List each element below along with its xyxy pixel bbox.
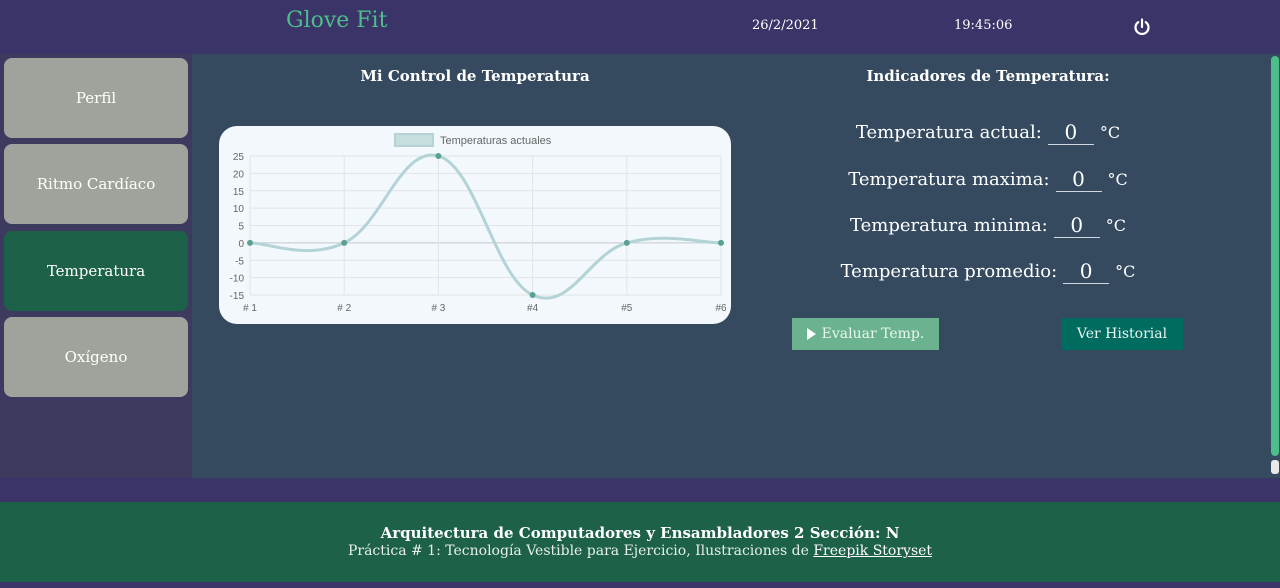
scrollbar-thumb[interactable] (1271, 56, 1279, 456)
y-tick-label: 20 (233, 169, 245, 180)
y-tick-label: 0 (238, 239, 244, 250)
indicator-value: 0 (1047, 120, 1094, 145)
data-point (718, 239, 724, 246)
brand-logo-text[interactable]: Glove Fit (286, 8, 388, 33)
x-tick-label: # 2 (337, 303, 351, 314)
footer-credits-text: Práctica # 1: Tecnología Vestible para E… (347, 543, 814, 559)
footer-course: Arquitectura de Computadores y Ensamblad… (380, 524, 900, 542)
indicator-unit: °C (1107, 169, 1128, 189)
y-tick-label: -15 (230, 291, 245, 302)
sidebar-item-label: Perfil (75, 89, 117, 107)
sidebar-item-label: Oxígeno (64, 348, 128, 366)
sidebar-item-perfil[interactable]: Perfil (4, 58, 188, 138)
series-line (249, 153, 722, 300)
x-tick-label: #6 (715, 303, 727, 314)
data-point (247, 239, 253, 246)
indicator-value: 0 (1053, 213, 1100, 238)
indicators-title: Indicadores de Temperatura: (866, 67, 1110, 85)
y-tick-label: 10 (233, 204, 245, 215)
indicator-min: Temperatura minima: 0 °C (760, 210, 1216, 240)
y-tick-label: -5 (235, 256, 244, 267)
view-history-label: Ver Historial (1076, 326, 1168, 342)
indicator-current: Temperatura actual: 0 °C (760, 117, 1216, 147)
evaluate-temp-button[interactable]: Evaluar Temp. (792, 318, 939, 350)
data-point (341, 239, 348, 246)
x-tick-label: #5 (621, 303, 633, 314)
freepik-storyset-link[interactable]: Freepik Storyset (813, 543, 933, 559)
sidebar: Perfil Ritmo Cardíaco Temperatura Oxígen… (0, 54, 192, 478)
indicator-value: 0 (1063, 259, 1110, 284)
x-tick-label: # 3 (431, 303, 445, 314)
power-icon[interactable] (1131, 16, 1153, 38)
data-point (623, 239, 630, 246)
y-tick-label: 5 (238, 222, 244, 233)
view-history-button[interactable]: Ver Historial (1061, 318, 1183, 350)
indicator-label: Temperatura actual: (855, 121, 1042, 143)
indicator-max: Temperatura maxima: 0 °C (760, 164, 1216, 194)
sidebar-item-oxigeno[interactable]: Oxígeno (4, 317, 188, 397)
indicator-unit: °C (1115, 261, 1136, 281)
legend-swatch (394, 133, 434, 147)
y-tick-label: 15 (233, 187, 245, 198)
y-tick-label: 25 (233, 152, 245, 163)
sidebar-item-ritmo-cardiaco[interactable]: Ritmo Cardíaco (4, 144, 188, 224)
indicator-unit: °C (1099, 122, 1121, 142)
x-tick-label: # 1 (243, 303, 257, 314)
indicator-label: Temperatura maxima: (848, 168, 1050, 190)
evaluate-temp-label: Evaluar Temp. (821, 326, 925, 342)
current-time: 19:45:06 (954, 18, 1013, 33)
chart-svg: 25 20 15 10 5 0 -5 -10 -15# 1 # 2 # 3 #4 #5 #6 Tempera… (230, 133, 727, 314)
current-date: 26/2/2021 (752, 18, 819, 33)
chart-title: Mi Control de Temperatura (360, 67, 590, 85)
play-icon (806, 328, 816, 340)
top-bar: Glove Fit 26/2/2021 19:45:06 (0, 0, 1280, 54)
indicator-value: 0 (1055, 167, 1102, 192)
scrollbar-arrow[interactable] (1271, 460, 1279, 474)
y-tick-label: -10 (230, 274, 245, 285)
footer-credits: Práctica # 1: Tecnología Vestible para E… (0, 543, 1280, 559)
indicator-average: Temperatura promedio: 0 °C (760, 256, 1216, 286)
indicator-unit: °C (1105, 215, 1126, 235)
sidebar-item-label: Temperatura (46, 262, 146, 280)
data-point (435, 153, 442, 159)
indicator-label: Temperatura promedio: (840, 260, 1058, 282)
sidebar-item-label: Ritmo Cardíaco (36, 175, 156, 193)
indicator-label: Temperatura minima: (849, 214, 1048, 236)
x-tick-label: #4 (527, 303, 539, 314)
sidebar-item-temperatura[interactable]: Temperatura (4, 231, 188, 311)
footer: Arquitectura de Computadores y Ensamblad… (0, 502, 1280, 582)
data-point (529, 292, 536, 298)
temperature-chart: 25 20 15 10 5 0 -5 -10 -15 # 1 # 2 # 3 #4 #5 #6 Tempera… (219, 126, 731, 324)
legend-label: Temperaturas actuales (440, 135, 552, 147)
